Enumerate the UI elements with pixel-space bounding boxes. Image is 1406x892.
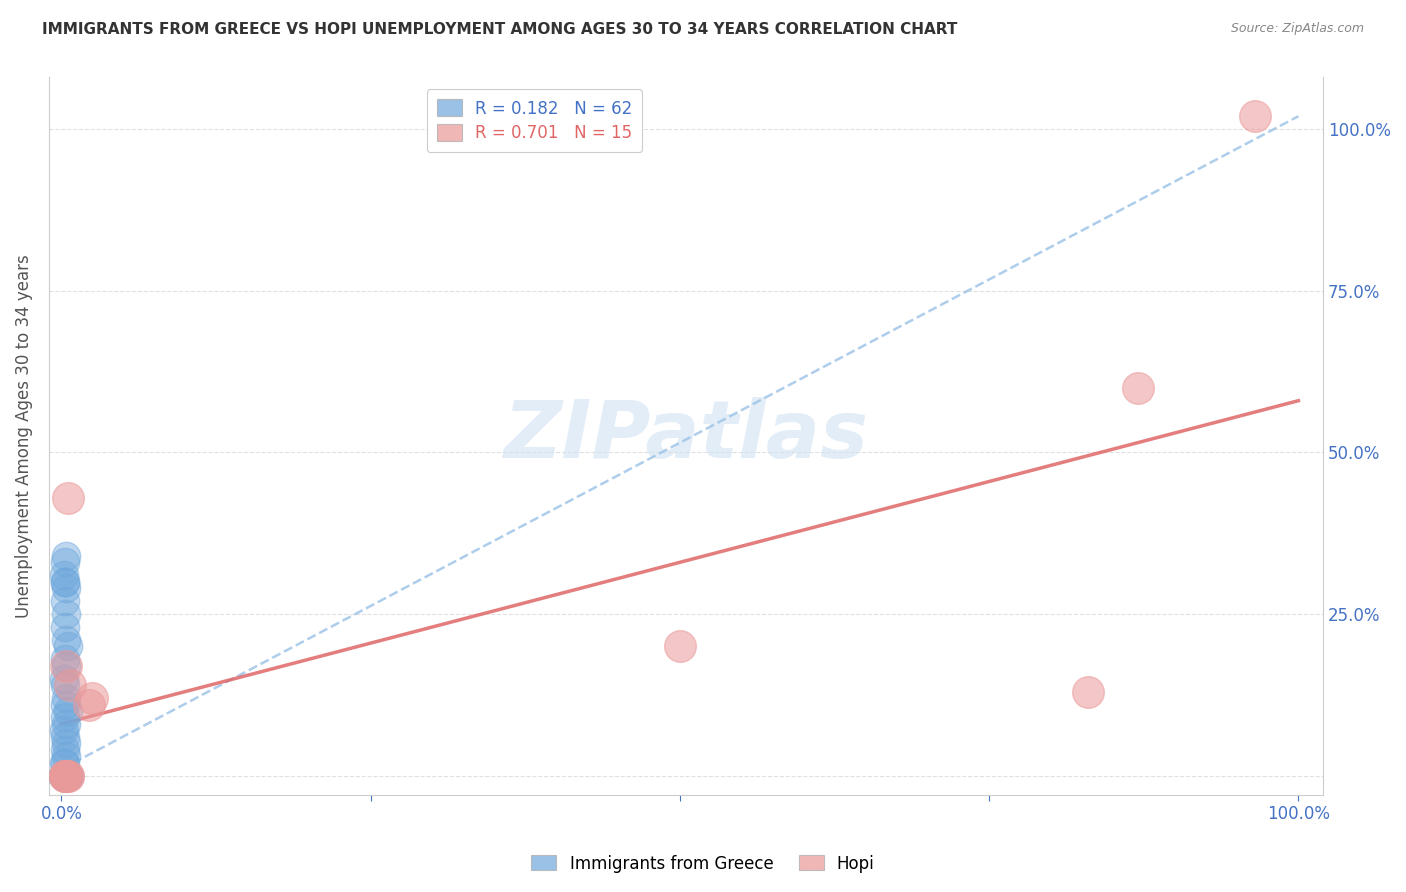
Y-axis label: Unemployment Among Ages 30 to 34 years: Unemployment Among Ages 30 to 34 years [15,254,32,618]
Point [53,769,76,783]
Point [53,769,76,783]
Point [1244,109,1267,123]
Point [82,691,104,706]
Point [56,704,79,718]
Point [53,769,76,783]
Point [53,769,76,783]
Point [53,698,76,712]
Point [52,769,75,783]
Point [1126,381,1149,395]
Point [77,698,100,712]
Point [53,555,76,569]
Point [55,736,77,750]
Point [53,756,76,770]
Point [53,769,76,783]
Point [669,640,692,654]
Point [52,769,75,783]
Legend: Immigrants from Greece, Hopi: Immigrants from Greece, Hopi [524,848,882,880]
Point [53,769,76,783]
Point [55,549,77,563]
Point [56,491,79,505]
Point [55,769,77,783]
Point [53,769,76,783]
Point [52,723,75,738]
Point [53,769,76,783]
Point [56,769,79,783]
Point [56,769,79,783]
Point [53,620,76,634]
Point [53,769,76,783]
Point [53,594,76,608]
Point [52,769,75,783]
Point [55,769,77,783]
Point [53,652,76,666]
Legend: R = 0.182   N = 62, R = 0.701   N = 15: R = 0.182 N = 62, R = 0.701 N = 15 [427,89,643,153]
Point [52,672,75,686]
Point [53,730,76,744]
Point [55,749,77,764]
Point [55,658,77,673]
Point [53,769,76,783]
Point [52,568,75,582]
Point [55,769,77,783]
Point [56,769,79,783]
Point [55,769,77,783]
Point [52,769,75,783]
Point [55,769,77,783]
Point [55,769,77,783]
Point [55,717,77,731]
Point [52,769,75,783]
Point [55,769,77,783]
Point [53,574,76,589]
Text: Source: ZipAtlas.com: Source: ZipAtlas.com [1230,22,1364,36]
Point [53,678,76,692]
Point [55,607,77,621]
Point [53,769,76,783]
Point [56,769,79,783]
Point [52,769,75,783]
Point [1077,684,1099,698]
Point [55,658,77,673]
Point [55,691,77,706]
Point [53,769,76,783]
Point [53,769,76,783]
Point [53,769,76,783]
Point [52,756,75,770]
Point [53,769,76,783]
Point [55,581,77,595]
Point [52,769,75,783]
Point [53,743,76,757]
Text: ZIPatlas: ZIPatlas [503,397,869,475]
Text: IMMIGRANTS FROM GREECE VS HOPI UNEMPLOYMENT AMONG AGES 30 TO 34 YEARS CORRELATIO: IMMIGRANTS FROM GREECE VS HOPI UNEMPLOYM… [42,22,957,37]
Point [53,710,76,724]
Point [53,769,76,783]
Point [52,769,75,783]
Point [53,769,76,783]
Point [55,632,77,647]
Point [52,769,75,783]
Point [53,574,76,589]
Point [56,640,79,654]
Point [52,769,75,783]
Point [55,769,77,783]
Point [52,769,75,783]
Point [53,769,76,783]
Point [59,678,82,692]
